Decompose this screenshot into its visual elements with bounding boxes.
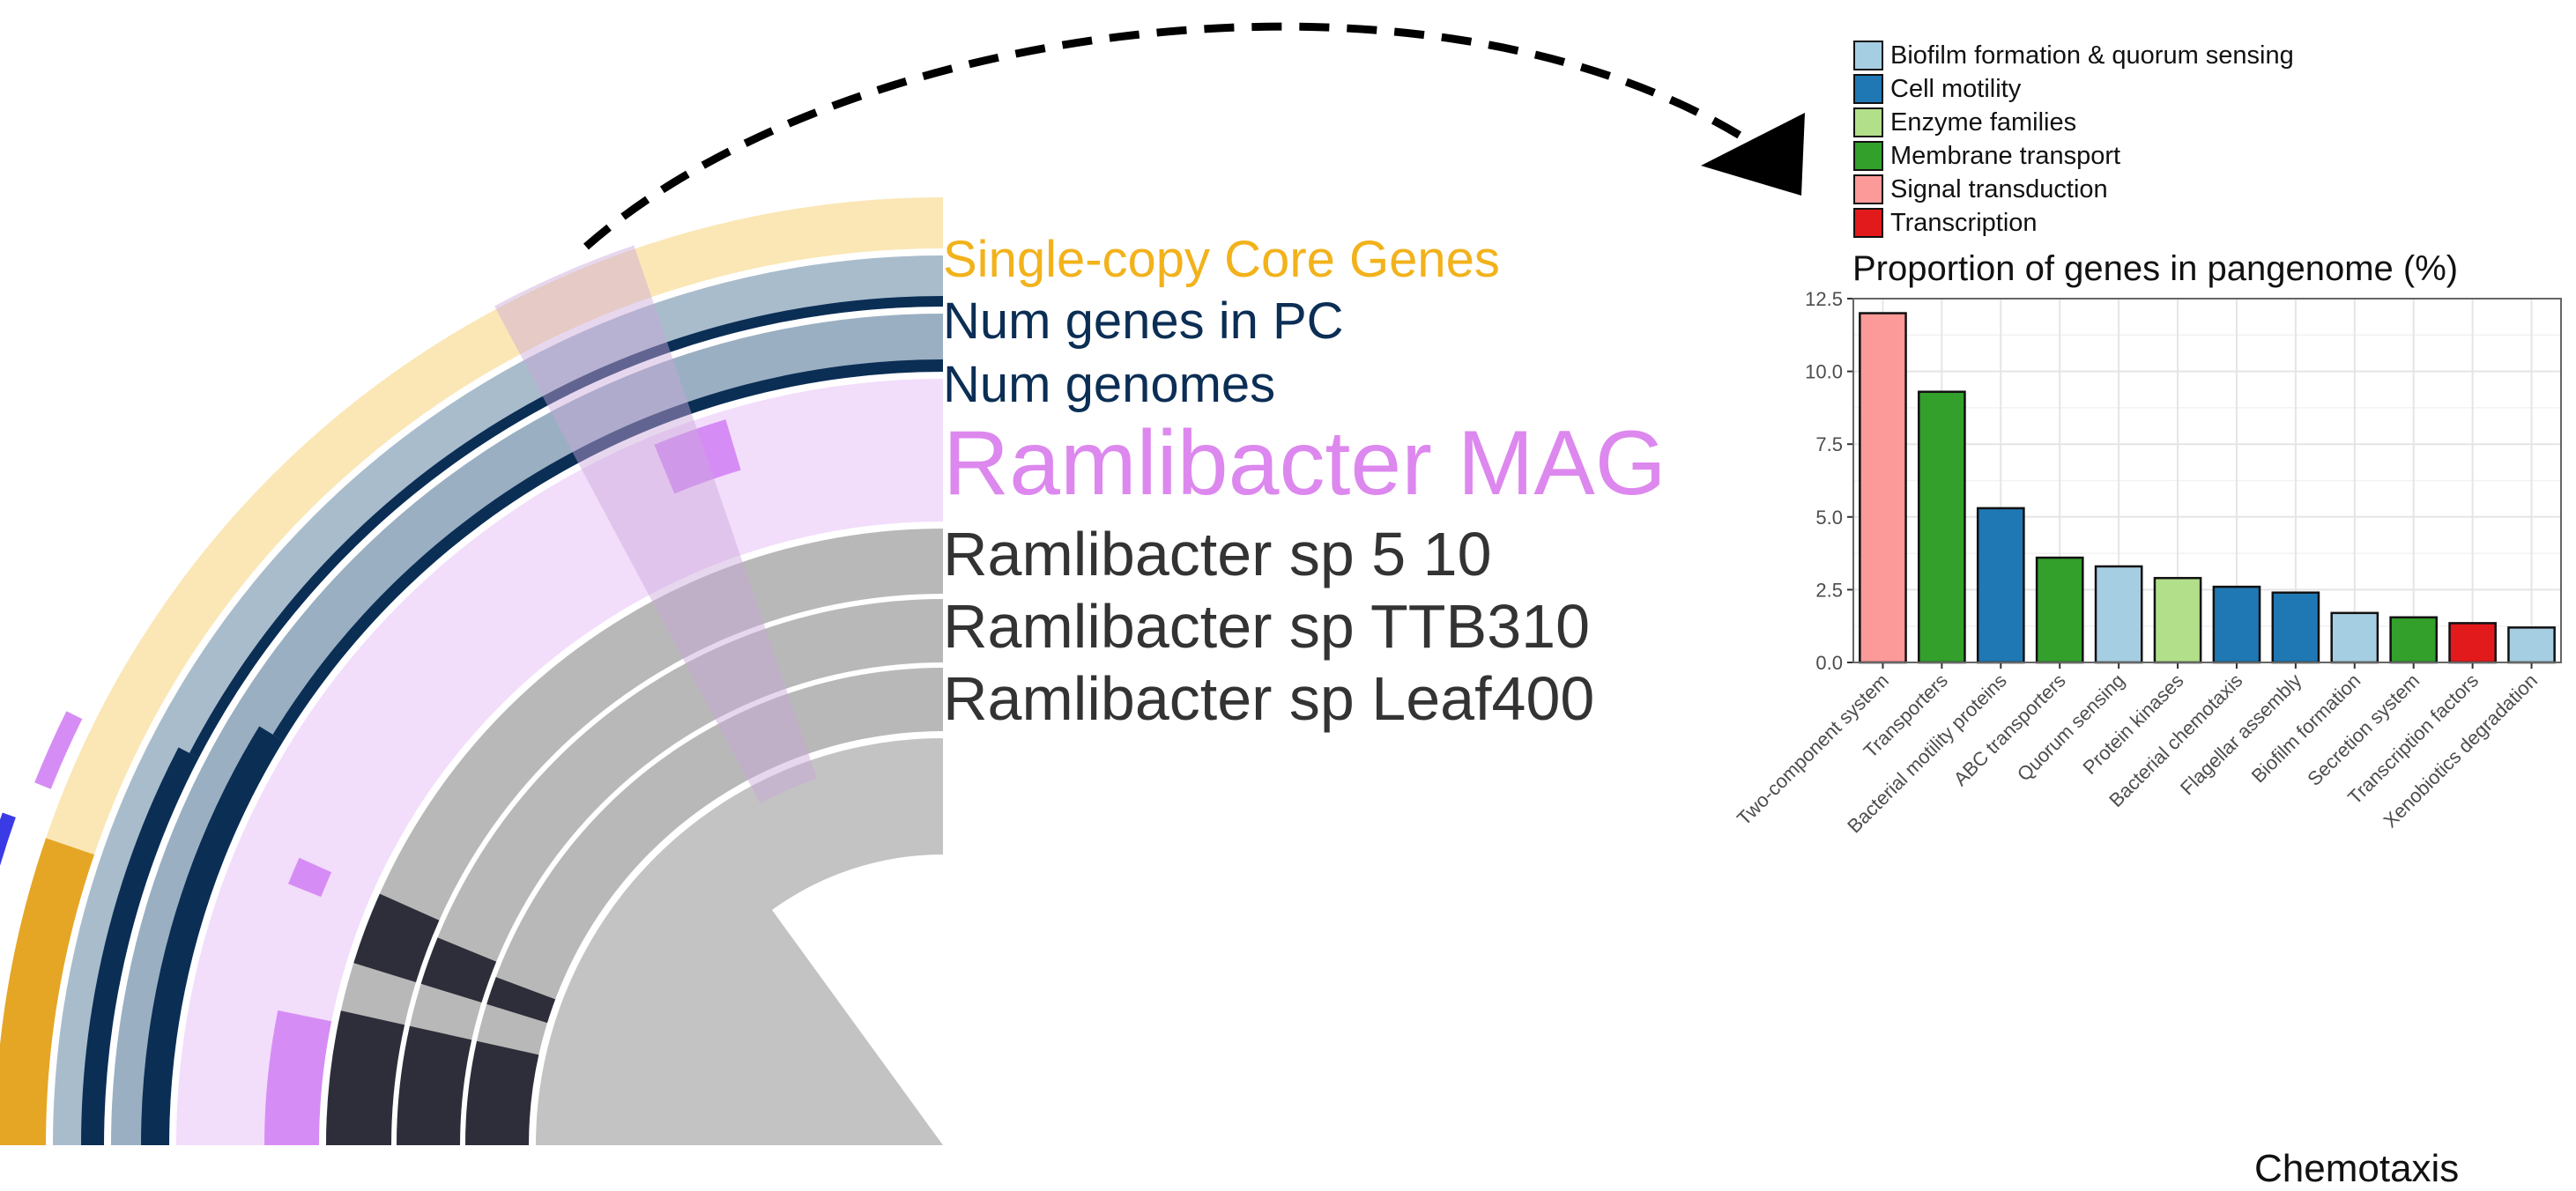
legend-item: Transcription <box>1853 206 2294 240</box>
dendrogram-area <box>536 738 943 1145</box>
pangenome-rings <box>0 197 944 1145</box>
num-genes-fill <box>81 747 199 1145</box>
y-tick-label: 7.5 <box>1815 433 1843 455</box>
gene-segment <box>420 937 497 1003</box>
core-segment <box>465 1040 539 1145</box>
gene-segment <box>486 977 556 1024</box>
bar <box>2271 591 2320 664</box>
mag-segment <box>654 419 741 494</box>
bar <box>2094 565 2143 664</box>
ring-label-leaf400: Ramlibacter sp Leaf400 <box>943 664 1595 733</box>
legend-swatch <box>1853 107 1883 137</box>
mag-ring <box>176 379 943 1145</box>
bar <box>2330 611 2379 664</box>
legend-swatch <box>1853 141 1883 171</box>
ring-label-num-genomes: Num genomes <box>943 356 1276 413</box>
y-tick-label: 0.0 <box>1815 652 1843 674</box>
bar <box>1918 390 1966 664</box>
plot-border <box>1852 298 2562 663</box>
y-tick-label: 12.5 <box>1805 288 1843 310</box>
legend-label: Biofilm formation & quorum sensing <box>1890 41 2294 70</box>
y-tick-label: 10.0 <box>1805 361 1843 383</box>
highlight-wedge <box>494 245 818 803</box>
legend-label: Transcription <box>1890 208 2038 237</box>
legend-label: Cell motility <box>1890 74 2022 103</box>
core-segment <box>326 1010 405 1145</box>
bar <box>1976 507 2025 664</box>
bar <box>2035 556 2084 664</box>
bar <box>2153 576 2202 664</box>
num-genomes-fill <box>141 726 284 1145</box>
ring-label-core: Single-copy Core Genes <box>943 231 1500 288</box>
core-segment <box>397 1025 472 1145</box>
num-genes-fill <box>189 296 943 758</box>
legend-item: Biofilm formation & quorum sensing <box>1853 39 2294 72</box>
y-tick-label: 5.0 <box>1815 507 1843 529</box>
bar <box>2448 622 2497 664</box>
bar <box>2507 626 2556 664</box>
ring-label-ttb310: Ramlibacter sp TTB310 <box>943 592 1591 661</box>
legend-item: Signal transduction <box>1853 173 2294 206</box>
legend-item: Cell motility <box>1853 72 2294 106</box>
x-tick-label: Quorum sensing <box>2013 669 2129 786</box>
chart-legend: Biofilm formation & quorum sensing Cell … <box>1853 39 2294 240</box>
legend-item: Enzyme families <box>1853 106 2294 139</box>
num-genomes-fill <box>272 359 944 742</box>
legend-swatch <box>1853 41 1883 70</box>
bin-marker <box>0 812 16 867</box>
ring-label-num-genes: Num genes in PC <box>943 292 1344 350</box>
ring-label-sp-5-10: Ramlibacter sp 5 10 <box>943 520 1492 588</box>
mag-segment <box>264 1010 332 1145</box>
legend-swatch <box>1853 74 1883 104</box>
mag-segment <box>288 857 332 898</box>
gene-segment <box>353 893 440 983</box>
chart-title: Proportion of genes in pangenome (%) <box>1852 249 2459 288</box>
legend-label: Signal transduction <box>1890 174 2108 203</box>
core-genes-fill <box>0 838 94 1145</box>
legend-swatch <box>1853 174 1883 204</box>
arrow-head-icon <box>1701 113 1805 196</box>
footer-text: Chemotaxis <box>2254 1147 2460 1190</box>
dendrogram-blank <box>772 854 943 1145</box>
x-tick-label: Biofilm formation <box>2247 669 2365 788</box>
x-tick-label: Protein kinases <box>2079 669 2188 779</box>
mag-marker <box>34 711 83 789</box>
bar <box>2212 585 2261 664</box>
legend-item: Membrane transport <box>1853 139 2294 173</box>
legend-label: Membrane transport <box>1890 141 2121 170</box>
bar <box>2389 616 2439 664</box>
legend-label: Enzyme families <box>1890 107 2077 137</box>
legend-swatch <box>1853 208 1883 238</box>
dashed-arrow-path <box>583 22 1765 250</box>
ring-label-mag: Ramlibacter MAG <box>943 412 1667 514</box>
y-tick-label: 2.5 <box>1815 579 1843 601</box>
bar <box>1859 312 1907 664</box>
